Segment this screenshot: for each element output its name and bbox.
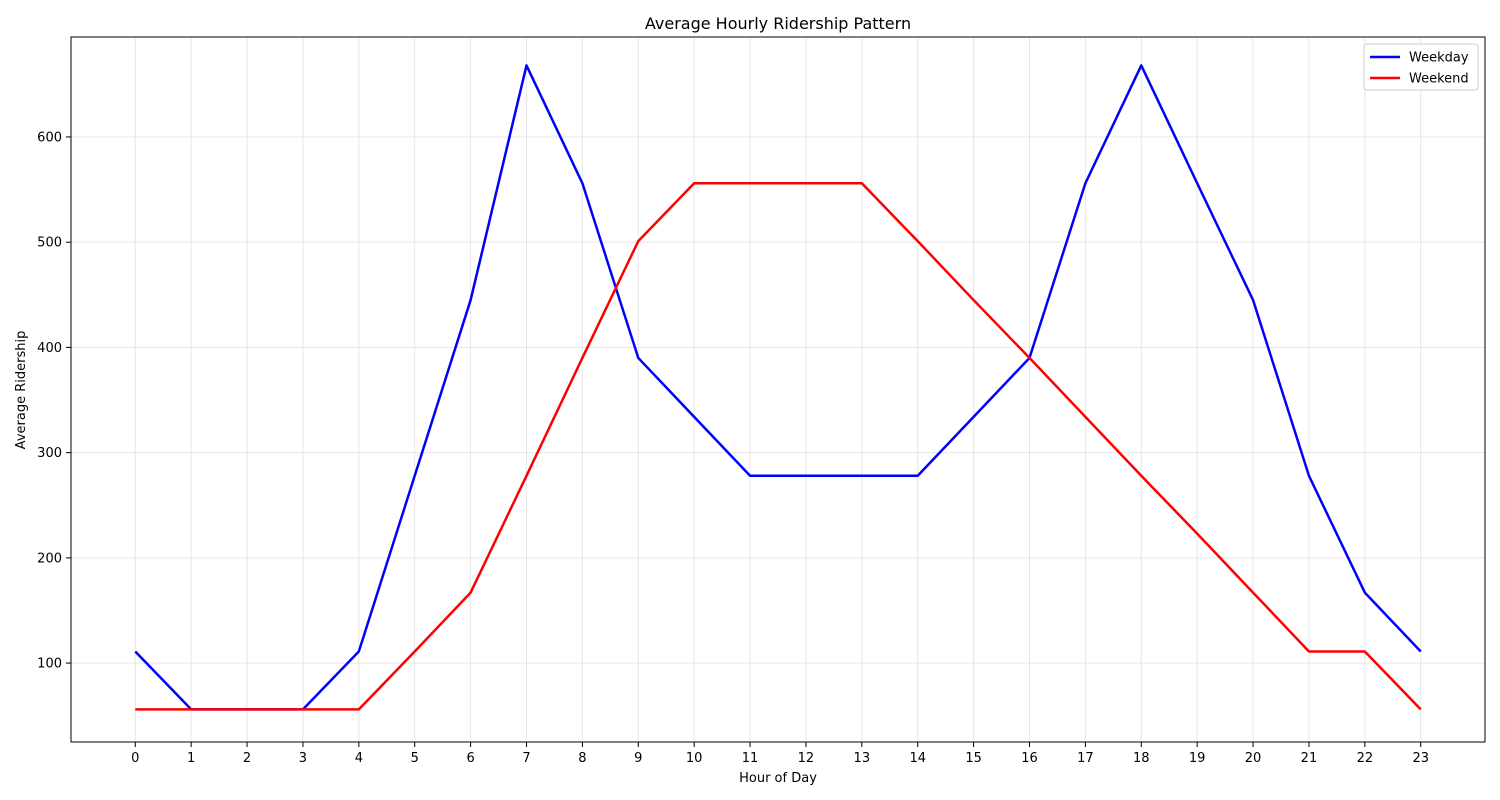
x-tick-label: 22 <box>1357 751 1374 766</box>
x-tick-label: 9 <box>634 751 642 766</box>
x-tick-label: 12 <box>798 751 815 766</box>
x-tick-label: 5 <box>411 751 419 766</box>
y-tick-label: 600 <box>37 130 62 145</box>
x-axis-title: Hour of Day <box>739 771 817 786</box>
y-tick-label: 400 <box>37 341 62 356</box>
x-tick-label: 0 <box>131 751 139 766</box>
x-tick-label: 10 <box>686 751 703 766</box>
series-line-weekday <box>134 64 1422 711</box>
y-tick-label: 300 <box>37 446 62 461</box>
grid-lines <box>71 37 1485 742</box>
legend-label-weekend: Weekend <box>1409 72 1469 87</box>
y-tick-label: 500 <box>37 236 62 251</box>
y-axis-title: Average Ridership <box>14 331 29 450</box>
x-tick-label: 3 <box>299 751 307 766</box>
plot-frame <box>70 36 1486 743</box>
x-tick-label: 4 <box>355 751 363 766</box>
y-axis-ticks: 100 200 300 400 500 600 <box>37 130 71 672</box>
x-tick-label: 11 <box>742 751 759 766</box>
x-tick-label: 21 <box>1301 751 1318 766</box>
x-tick-label: 8 <box>578 751 586 766</box>
x-tick-label: 14 <box>909 751 926 766</box>
x-tick-label: 13 <box>854 751 871 766</box>
chart-title: Average Hourly Ridership Pattern <box>645 14 911 33</box>
x-tick-label: 20 <box>1245 751 1262 766</box>
x-tick-label: 18 <box>1133 751 1150 766</box>
x-tick-label: 16 <box>1021 751 1038 766</box>
x-tick-label: 19 <box>1189 751 1206 766</box>
x-tick-label: 6 <box>466 751 474 766</box>
x-tick-label: 2 <box>243 751 251 766</box>
x-tick-label: 17 <box>1077 751 1094 766</box>
y-tick-label: 200 <box>37 551 62 566</box>
y-tick-label: 100 <box>37 657 62 672</box>
series-line-weekend <box>135 182 1422 711</box>
x-tick-label: 7 <box>522 751 530 766</box>
series-group <box>134 64 1422 711</box>
legend-label-weekday: Weekday <box>1409 51 1469 66</box>
x-axis-ticks: 0 1 2 3 4 5 6 7 8 9 10 11 12 13 14 15 16 17 18 19 20 21 22 23 <box>131 742 1429 766</box>
x-tick-label: 23 <box>1412 751 1429 766</box>
x-tick-label: 15 <box>965 751 982 766</box>
legend: Weekday Weekend <box>1363 43 1479 91</box>
x-tick-label: 1 <box>187 751 195 766</box>
